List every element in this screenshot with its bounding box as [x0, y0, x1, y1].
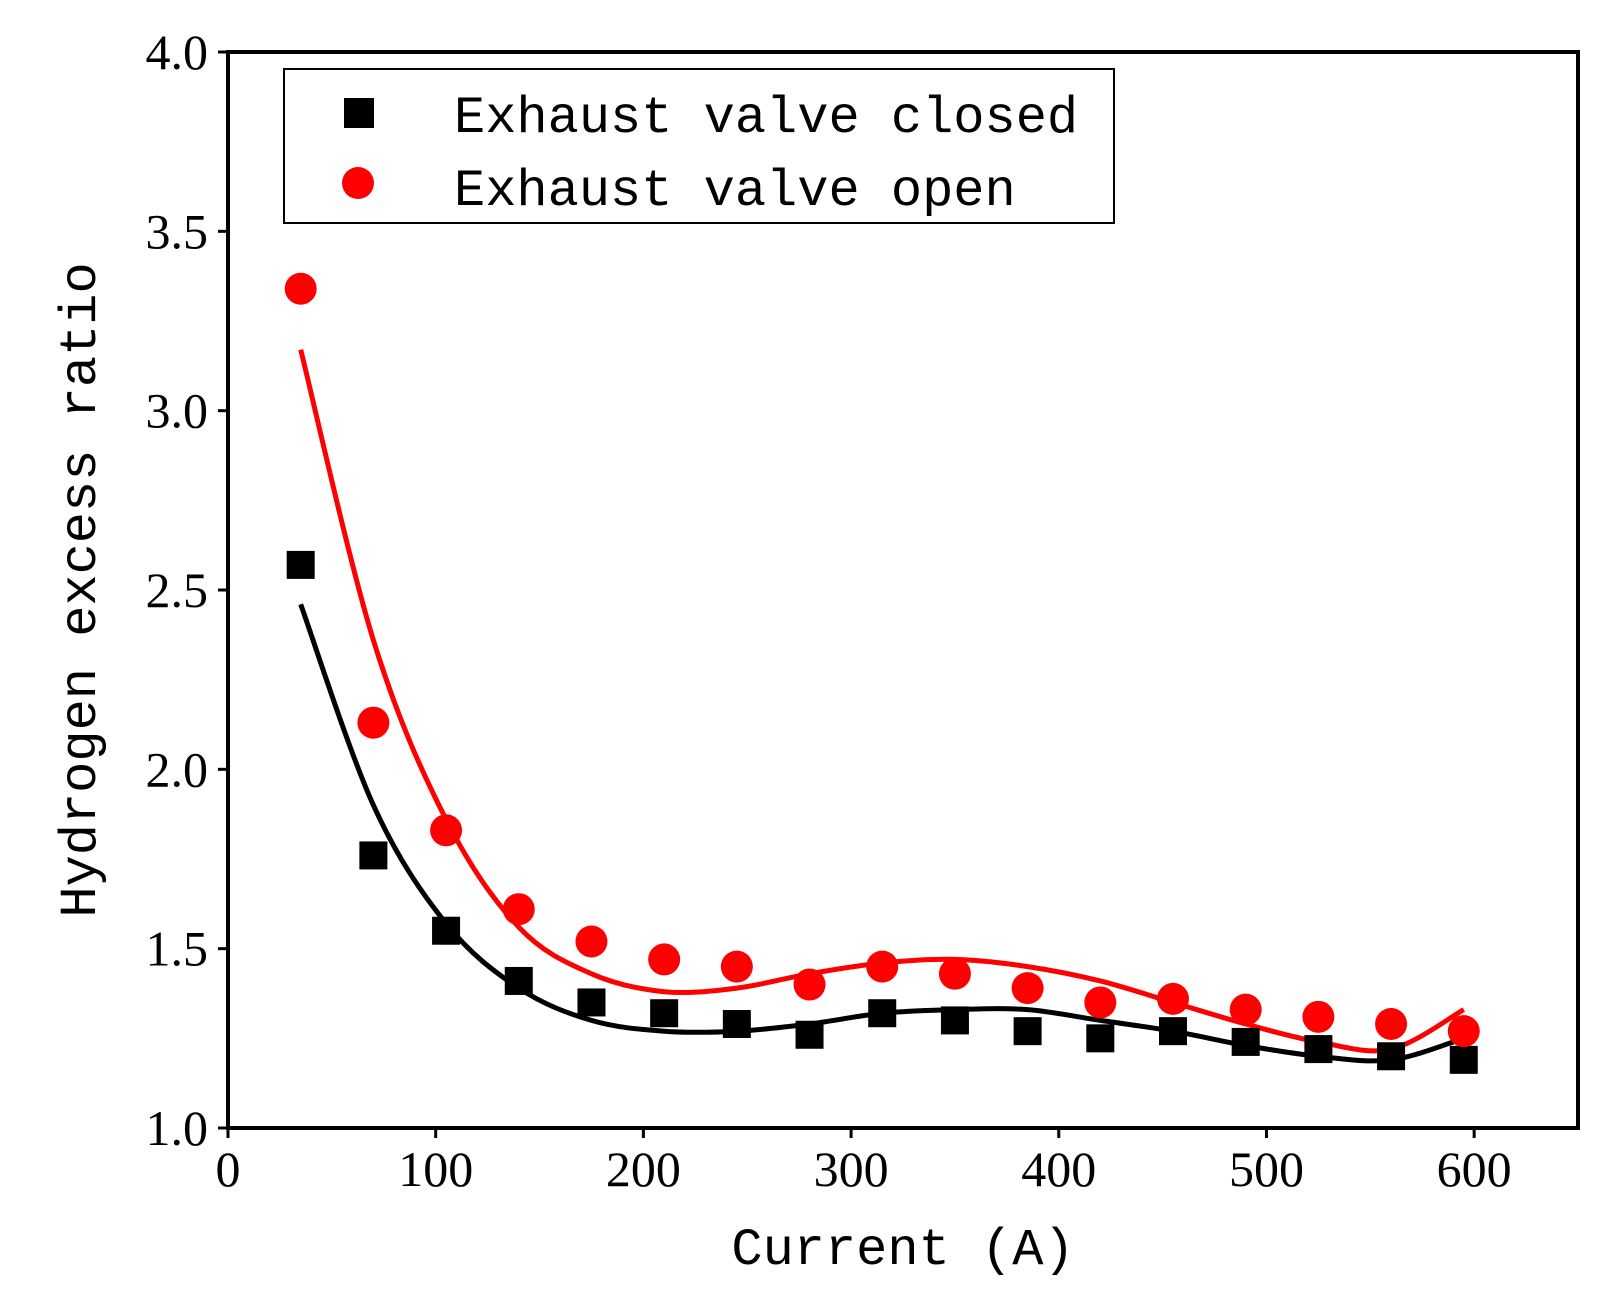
data-point-closed	[722, 1009, 751, 1038]
plot-background	[228, 52, 1578, 1128]
legend-marker-closed	[344, 98, 374, 128]
x-axis-title: Current (A)	[731, 1221, 1074, 1280]
data-point-closed	[504, 966, 533, 995]
data-point-open	[793, 968, 826, 1001]
fit-curve-series-1	[298, 349, 1466, 1054]
y-tick-label: 1.5	[146, 921, 209, 977]
legend: Exhaust valve closed Exhaust valve open	[283, 68, 1115, 224]
y-tick-label: 2.0	[146, 741, 209, 797]
data-point-open	[1447, 1015, 1480, 1048]
data-point-closed	[868, 999, 897, 1028]
data-point-open	[1375, 1007, 1408, 1040]
data-point-closed	[1231, 1027, 1260, 1056]
data-point-closed	[795, 1020, 824, 1049]
data-point-closed	[286, 550, 315, 579]
data-point-open	[1157, 982, 1189, 1015]
data-point-closed	[1086, 1024, 1115, 1053]
y-tick-label: 4.0	[146, 24, 209, 80]
y-axis-title: Hydrogen excess ratio	[52, 262, 111, 917]
data-point-closed	[650, 999, 679, 1028]
data-point-closed	[1449, 1045, 1478, 1074]
y-tick-label: 2.5	[146, 562, 209, 618]
data-point-open	[1011, 972, 1044, 1005]
x-tick-label: 200	[606, 1141, 681, 1197]
data-point-open	[502, 893, 535, 926]
data-point-closed	[940, 1006, 969, 1035]
data-point-open	[357, 706, 390, 739]
data-point-open	[866, 950, 899, 983]
data-point-open	[430, 814, 463, 847]
x-tick-label: 300	[814, 1141, 889, 1197]
x-tick-label: 600	[1437, 1141, 1512, 1197]
y-tick-label: 3.5	[146, 203, 209, 259]
legend-box	[283, 68, 1115, 224]
x-tick-label: 500	[1229, 1141, 1304, 1197]
data-point-closed	[432, 916, 461, 945]
data-point-open	[720, 950, 753, 983]
data-point-open	[648, 943, 681, 976]
data-point-open	[1302, 1000, 1335, 1033]
y-tick-label: 3.0	[146, 383, 209, 439]
data-point-closed	[577, 988, 606, 1017]
data-point-open	[284, 272, 317, 305]
data-point-closed	[1304, 1035, 1333, 1064]
x-tick-label: 400	[1021, 1141, 1096, 1197]
x-tick-label: 100	[398, 1141, 473, 1197]
data-point-open	[1084, 986, 1117, 1019]
data-point-closed	[1013, 1017, 1042, 1046]
legend-marker-open	[342, 167, 374, 199]
data-point-closed	[1377, 1042, 1406, 1071]
data-point-open	[938, 957, 971, 990]
legend-label-closed: Exhaust valve closed	[454, 89, 1078, 148]
data-point-closed	[359, 841, 388, 870]
data-point-open	[575, 925, 608, 958]
x-tick-label: 0	[216, 1141, 241, 1197]
legend-label-open: Exhaust valve open	[454, 162, 1016, 221]
data-point-open	[1229, 993, 1262, 1026]
y-tick-label: 1.0	[146, 1100, 209, 1156]
data-point-closed	[1159, 1017, 1187, 1046]
